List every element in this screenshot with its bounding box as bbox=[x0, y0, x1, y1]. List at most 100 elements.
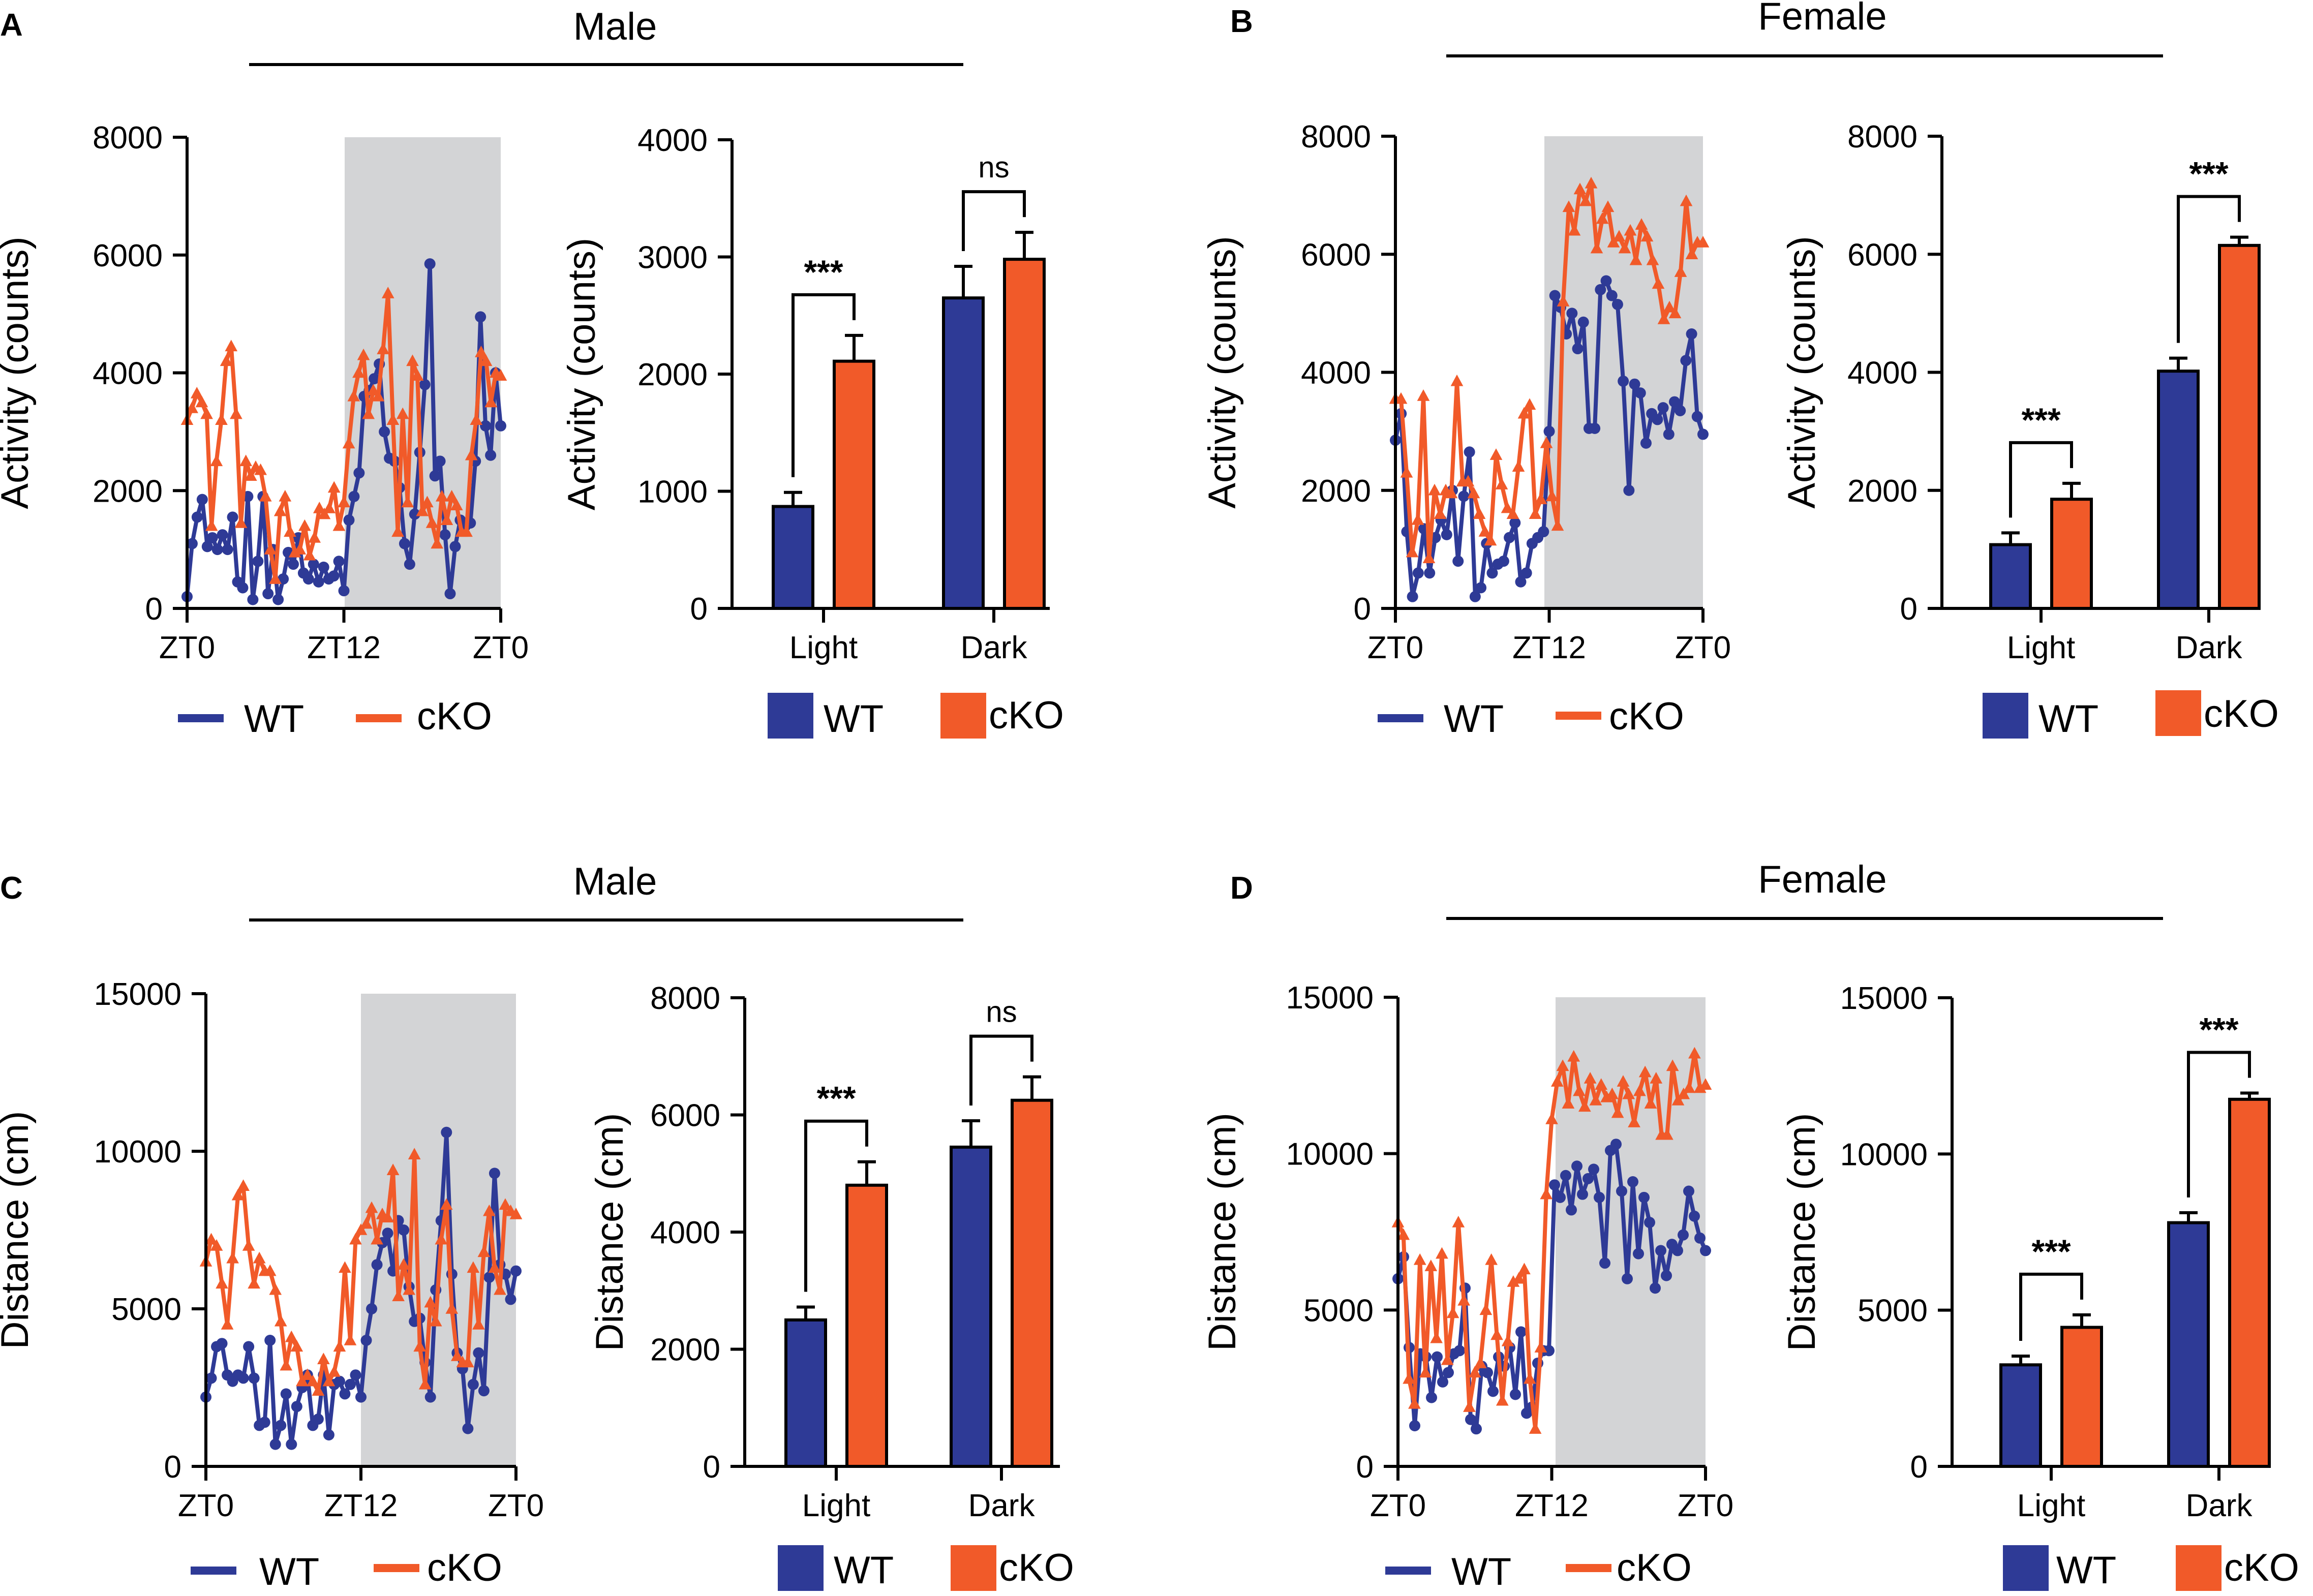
data-point-cko bbox=[1424, 1260, 1438, 1271]
data-point-wt bbox=[510, 1265, 522, 1277]
data-point-cko bbox=[220, 354, 233, 366]
data-point-cko bbox=[1595, 1078, 1608, 1090]
data-point-cko bbox=[1467, 486, 1480, 499]
legend-swatch-cko bbox=[951, 1545, 996, 1591]
data-point-wt bbox=[1469, 591, 1481, 602]
data-point-cko bbox=[1600, 1090, 1613, 1102]
x-tick-label: ZT12 bbox=[307, 630, 381, 665]
data-point-cko bbox=[1452, 1216, 1465, 1227]
data-point-cko bbox=[323, 502, 336, 513]
data-point-cko bbox=[288, 545, 301, 558]
data-point-wt bbox=[1627, 1176, 1638, 1188]
bar-cko bbox=[1003, 258, 1046, 610]
data-point-cko bbox=[1562, 1097, 1575, 1109]
data-point-cko bbox=[1671, 1094, 1685, 1106]
data-point-cko bbox=[408, 1148, 421, 1159]
data-point-cko bbox=[406, 354, 419, 366]
panel-letter-a: A bbox=[0, 8, 23, 43]
data-point-cko bbox=[1612, 230, 1626, 242]
data-point-wt bbox=[1594, 1191, 1605, 1203]
data-point-cko bbox=[1419, 1366, 1432, 1378]
data-point-wt bbox=[1443, 1367, 1454, 1378]
data-point-wt bbox=[1572, 343, 1584, 355]
y-tick-label: 2000 bbox=[650, 1333, 720, 1368]
data-point-cko bbox=[342, 437, 355, 449]
data-point-wt bbox=[1482, 1367, 1493, 1378]
data-point-wt bbox=[323, 1429, 334, 1440]
data-point-cko bbox=[509, 1208, 523, 1219]
data-point-cko bbox=[344, 1334, 357, 1345]
data-point-wt bbox=[1652, 414, 1663, 425]
legend-label-wt: WT bbox=[824, 697, 884, 741]
x-tick-label: Dark bbox=[961, 630, 1028, 665]
data-point-wt bbox=[1458, 490, 1470, 502]
data-point-wt bbox=[429, 470, 441, 482]
data-point-cko bbox=[1688, 1047, 1701, 1059]
significance-bracket bbox=[2187, 1051, 2251, 1198]
data-point-cko bbox=[338, 496, 350, 508]
data-point-cko bbox=[1512, 1272, 1526, 1284]
data-point-cko bbox=[1457, 1294, 1470, 1306]
data-point-cko bbox=[1496, 1394, 1509, 1406]
legend-line-a: WT cKO bbox=[178, 695, 492, 741]
legend-line-d: WT cKO bbox=[1385, 1546, 1692, 1593]
data-point-cko bbox=[205, 1233, 218, 1245]
data-point-cko bbox=[279, 489, 292, 502]
data-point-cko bbox=[1661, 1128, 1673, 1140]
x-tick-label: ZT0 bbox=[1367, 630, 1423, 665]
data-point-wt bbox=[404, 559, 415, 570]
y-tick-label: 8000 bbox=[1847, 119, 1918, 155]
data-point-cko bbox=[1607, 236, 1620, 248]
data-point-cko bbox=[274, 1314, 287, 1327]
data-point-cko bbox=[416, 504, 429, 516]
data-point-cko bbox=[352, 366, 365, 378]
legend-label-cko: cKO bbox=[999, 1546, 1074, 1589]
y-tick-label: 6000 bbox=[650, 1098, 720, 1133]
data-point-cko bbox=[360, 1217, 373, 1229]
data-point-wt bbox=[1675, 405, 1686, 416]
data-point-cko bbox=[303, 548, 316, 561]
data-point-wt bbox=[1600, 275, 1612, 287]
data-point-wt bbox=[1510, 1389, 1521, 1400]
data-point-cko bbox=[1408, 1397, 1421, 1409]
legend-swatch-wt bbox=[778, 1545, 824, 1591]
significance-stars: *** bbox=[804, 253, 843, 291]
data-point-cko bbox=[254, 463, 267, 475]
data-point-wt bbox=[495, 420, 506, 432]
data-point-wt bbox=[1657, 402, 1669, 414]
y-tick-label: 4000 bbox=[93, 356, 163, 391]
data-point-cko bbox=[1550, 1075, 1564, 1087]
data-point-cko bbox=[1589, 1094, 1602, 1106]
data-point-cko bbox=[210, 454, 223, 467]
legend-label-wt: WT bbox=[2056, 1549, 2116, 1592]
data-point-wt bbox=[1577, 1188, 1588, 1200]
data-point-cko bbox=[239, 454, 253, 467]
data-point-wt bbox=[1700, 1245, 1711, 1256]
data-point-cko bbox=[328, 1365, 341, 1377]
data-point-cko bbox=[494, 369, 507, 381]
significance-stars: *** bbox=[2021, 401, 2060, 439]
data-point-wt bbox=[1409, 1420, 1420, 1432]
legend-label-cko: cKO bbox=[2204, 692, 2279, 735]
data-point-wt bbox=[217, 529, 228, 541]
x-tick-label: ZT0 bbox=[1370, 1488, 1426, 1523]
data-point-cko bbox=[327, 481, 341, 493]
data-point-cko bbox=[1523, 398, 1536, 410]
x-tick-label: ZT0 bbox=[473, 630, 529, 665]
data-point-cko bbox=[421, 496, 434, 508]
data-point-wt bbox=[1678, 1229, 1689, 1241]
bar-wt bbox=[2167, 1221, 2210, 1468]
y-tick-label: 8000 bbox=[1301, 119, 1371, 155]
activity-timecourse-chart-female: 0 2000 4000 6000 8000 Activity (counts) ZT0 ZT1… bbox=[1201, 119, 1731, 665]
data-point-wt bbox=[462, 1423, 474, 1434]
data-point-wt bbox=[333, 556, 345, 567]
data-point-wt bbox=[243, 1341, 255, 1353]
data-point-cko bbox=[371, 1233, 383, 1245]
activity-bar-chart-male: Light *** Dark ns 0 1000 2000 3000 4000 Activity … bbox=[560, 123, 1050, 665]
significance-stars: *** bbox=[816, 1080, 856, 1117]
x-tick-label: ZT0 bbox=[178, 1488, 234, 1523]
data-point-wt bbox=[343, 514, 355, 526]
legend-label-cko: cKO bbox=[1609, 695, 1684, 738]
data-point-wt bbox=[313, 576, 324, 588]
data-point-cko bbox=[1622, 1087, 1635, 1099]
